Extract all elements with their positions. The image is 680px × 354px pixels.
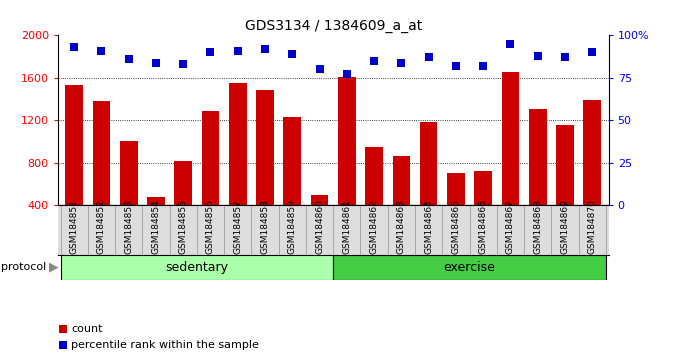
Point	[505, 41, 516, 47]
Point	[587, 50, 598, 55]
Text: ▶: ▶	[49, 261, 58, 274]
Bar	[475, 171, 492, 248]
Point	[177, 62, 188, 67]
Bar	[120, 141, 137, 248]
Text: count: count	[71, 324, 103, 333]
Bar	[529, 109, 547, 248]
Point	[396, 60, 407, 65]
Bar	[556, 125, 574, 248]
Bar	[583, 100, 601, 248]
Bar	[92, 101, 110, 248]
Text: percentile rank within the sample: percentile rank within the sample	[71, 340, 259, 350]
Point	[205, 50, 216, 55]
Point	[123, 56, 134, 62]
Text: sedentary: sedentary	[165, 261, 228, 274]
Point	[150, 60, 161, 65]
Point	[478, 63, 489, 69]
Bar	[365, 147, 383, 248]
Bar	[338, 77, 356, 248]
Point	[69, 45, 80, 50]
Bar	[229, 83, 247, 248]
Point	[57, 342, 68, 348]
Point	[341, 72, 352, 77]
Bar	[502, 72, 520, 248]
Bar	[147, 197, 165, 248]
Bar	[392, 156, 410, 248]
Bar	[311, 195, 328, 248]
Point	[96, 48, 107, 53]
Point	[560, 55, 571, 60]
Bar	[202, 111, 220, 248]
Bar	[65, 85, 83, 248]
Point	[532, 53, 543, 59]
Bar	[256, 90, 274, 248]
Text: protocol: protocol	[1, 262, 46, 272]
Bar	[420, 122, 437, 248]
Point	[423, 55, 434, 60]
Point	[57, 326, 68, 331]
Bar	[174, 161, 192, 248]
Bar	[333, 255, 606, 280]
Point	[233, 48, 243, 53]
Bar	[61, 255, 333, 280]
Point	[450, 63, 461, 69]
Title: GDS3134 / 1384609_a_at: GDS3134 / 1384609_a_at	[245, 19, 422, 33]
Bar	[447, 173, 464, 248]
Point	[260, 46, 271, 52]
Point	[287, 51, 298, 57]
Point	[314, 67, 325, 72]
Point	[369, 58, 379, 64]
Text: exercise: exercise	[443, 261, 496, 274]
Bar	[284, 117, 301, 248]
